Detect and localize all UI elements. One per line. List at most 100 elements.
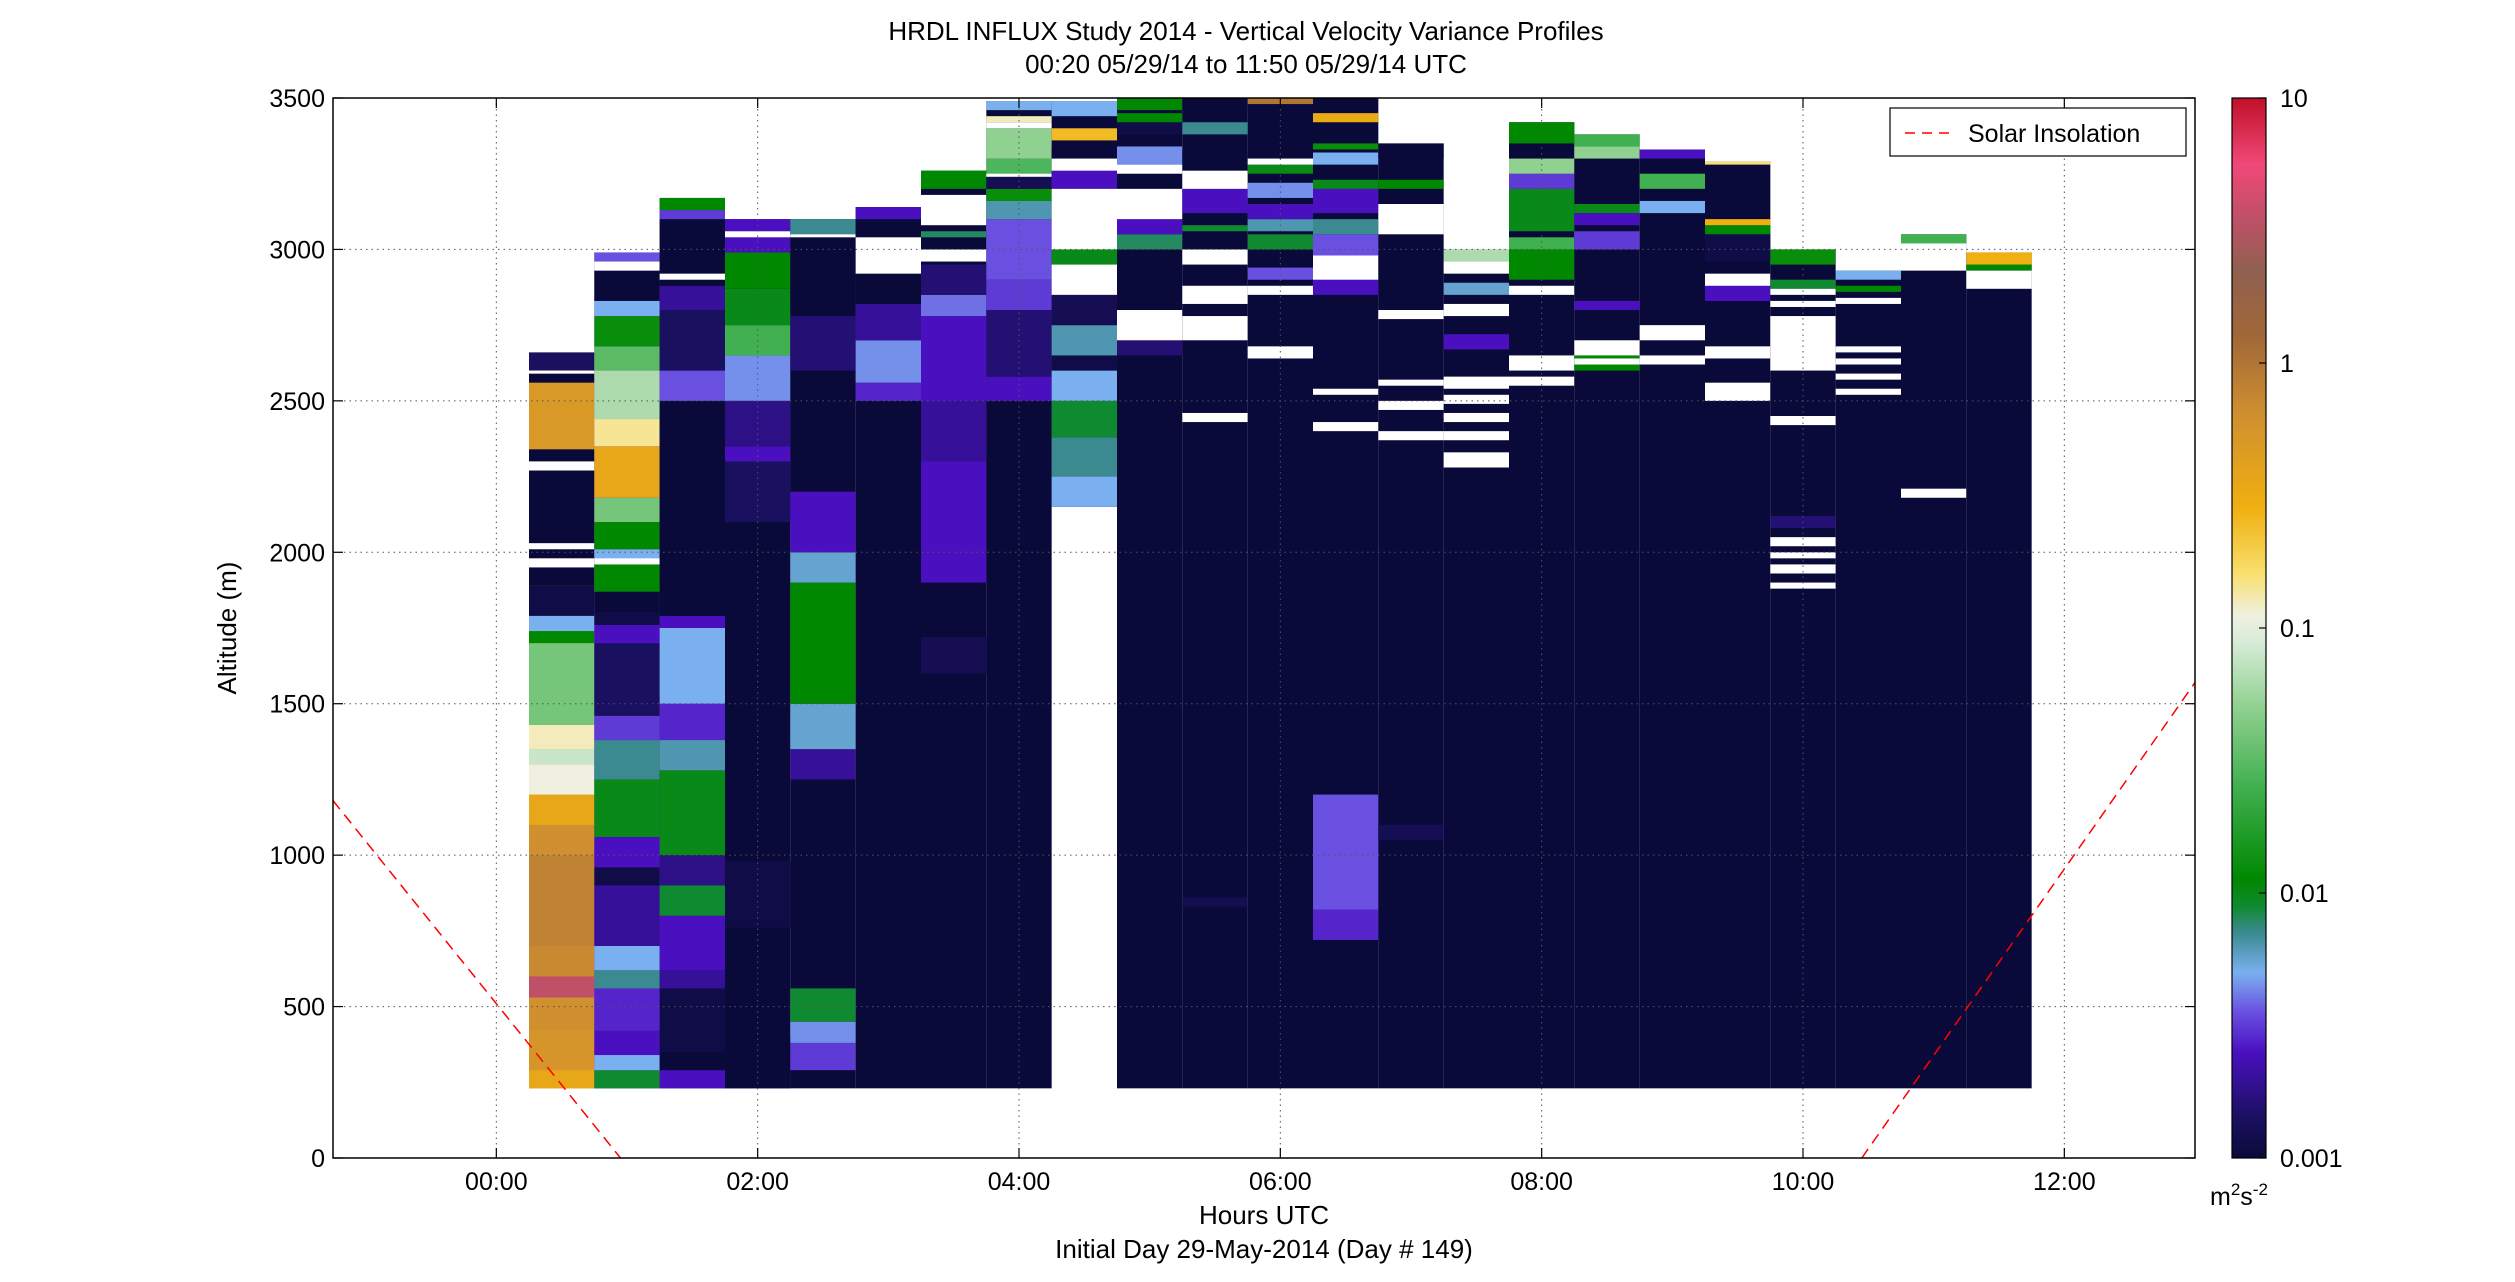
heatmap-cell-16-5: [1574, 146, 1640, 159]
heatmap-cell-2-13: [659, 400, 725, 538]
heatmap-cell-2-18: [659, 210, 725, 220]
heatmap-gap-19-3: [1770, 537, 1836, 547]
x-tick-label-2: 04:00: [988, 1168, 1051, 1196]
heatmap-cell-8-10: [1051, 128, 1117, 141]
heatmap-cell-4-7: [790, 491, 856, 553]
x-tick-label-6: 12:00: [2033, 1168, 2096, 1196]
heatmap-profile-16: [1574, 134, 1640, 1089]
heatmap-cell-1-3: [594, 988, 660, 1031]
heatmap-cell-12-2: [1313, 279, 1379, 295]
heatmap-cell-4-4: [790, 703, 856, 750]
heatmap-cell-1-4: [594, 970, 660, 989]
heatmap-cell-15-5: [1509, 122, 1575, 144]
heatmap-cell-11-5: [1247, 164, 1313, 174]
heatmap-cell-6-3: [921, 316, 987, 401]
heatmap-cell-8-3: [1051, 370, 1117, 401]
heatmap-cell-22-1: [1966, 252, 2032, 265]
heatmap-cell-0-0: [529, 1070, 595, 1089]
heatmap-gap-14-0: [1443, 452, 1509, 468]
heatmap-cell-10-0: [1182, 897, 1248, 907]
heatmap-cell-6-4: [921, 294, 987, 317]
heatmap-cell-6-0: [921, 637, 987, 674]
y-axis-label: Altitude (m): [212, 562, 242, 695]
heatmap-cell-0-11: [529, 643, 595, 725]
heatmap-cell-8-9: [1051, 146, 1117, 159]
heatmap-gap-10-0: [1182, 412, 1248, 423]
x-tick-label-4: 08:00: [1510, 1168, 1573, 1196]
heatmap-cell-9-5: [1117, 113, 1183, 123]
heatmap-cell-5-1: [855, 340, 921, 383]
heatmap-cell-0-18: [529, 449, 595, 462]
heatmap-cell-2-16: [659, 285, 725, 310]
heatmap-gap-3-0: [725, 231, 791, 238]
heatmap-cell-1-9: [594, 779, 660, 837]
heatmap-cell-16-3: [1574, 213, 1640, 226]
heatmap-cell-11-0: [1247, 267, 1313, 280]
heatmap-cell-2-14: [659, 370, 725, 401]
legend: Solar Insolation: [1889, 107, 2187, 157]
colorbar-unit: m2s-2: [2210, 1180, 2268, 1211]
x-axis-label: Hours UTC: [1199, 1200, 1329, 1230]
x-tick-label-1: 02:00: [726, 1168, 789, 1196]
heatmap-cell-1-5: [594, 946, 660, 971]
heatmap-profile-20: [1835, 270, 1901, 1089]
heatmap-cell-18-3: [1705, 219, 1771, 226]
heatmap-cell-5-0: [855, 382, 921, 401]
heatmap-cell-13-2: [1378, 143, 1444, 159]
heatmap-cell-2-5: [659, 885, 725, 916]
heatmap-cell-8-0: [1051, 476, 1117, 507]
heatmap-cell-12-8: [1313, 143, 1379, 150]
heatmap-cell-6-1: [921, 461, 987, 583]
heatmap-gap-20-1: [1835, 373, 1901, 380]
heatmap-gap-1-1: [594, 261, 660, 271]
heatmap-cell-1-11: [594, 715, 660, 741]
heatmap-cell-16-2: [1574, 231, 1640, 250]
colorbar-tick-label-2: 0.1: [2280, 615, 2315, 643]
heatmap-gap-0-1: [529, 543, 595, 550]
heatmap-cell-12-7: [1313, 152, 1379, 165]
heatmap-gap-18-0: [1705, 382, 1771, 401]
heatmap-cell-12-4: [1313, 219, 1379, 235]
heatmap-cell-1-8: [594, 836, 660, 868]
heatmap-cell-13-1: [1378, 179, 1444, 189]
heatmap-gap-20-2: [1835, 358, 1901, 365]
heatmap-cell-3-2: [725, 461, 791, 522]
heatmap-cell-0-9: [529, 749, 595, 765]
heatmap-cells: [529, 98, 2032, 1089]
heatmap-cell-12-1: [1313, 794, 1379, 910]
heatmap-cell-1-12: [594, 643, 660, 716]
heatmap-cell-11-4: [1247, 182, 1313, 198]
heatmap-cell-9-6: [1117, 98, 1183, 111]
heatmap-cell-0-13: [529, 615, 595, 632]
heatmap-gap-4-0: [790, 234, 856, 238]
heatmap-cell-3-7: [725, 288, 791, 326]
heatmap-cell-1-21: [594, 419, 660, 447]
heatmap-cell-12-5: [1313, 188, 1379, 214]
heatmap-cell-1-23: [594, 346, 660, 371]
heatmap-cell-2-4: [659, 915, 725, 971]
solar-insolation-line-1: [1861, 682, 2195, 1158]
heatmap-cell-2-8: [659, 740, 725, 771]
x-axis: 00:00 02:00 04:00 06:00 08:00 10:00 12:00: [465, 98, 2096, 1196]
heatmap-gap-21-0: [1901, 488, 1967, 498]
solar-insolation-line-0: [333, 800, 622, 1158]
heatmap-cell-18-4: [1705, 161, 1771, 165]
heatmap-cell-15-1: [1509, 237, 1575, 250]
heatmap-gap-6-1: [921, 194, 987, 226]
heatmap-cell-7-5: [986, 188, 1052, 201]
heatmap-profile-17: [1639, 149, 1705, 1089]
heatmap-cell-2-12: [659, 537, 725, 616]
heatmap-profile-19: [1770, 249, 1836, 1089]
heatmap-cell-2-7: [659, 770, 725, 856]
heatmap-cell-0-17: [529, 470, 595, 544]
heatmap-cell-0-14: [529, 585, 595, 616]
heatmap-cell-1-27: [594, 252, 660, 262]
heatmap-cell-3-3: [725, 446, 791, 462]
heatmap-cell-6-6: [921, 231, 987, 238]
heatmap-cell-0-1: [529, 1030, 595, 1071]
heatmap-cell-15-4: [1509, 158, 1575, 174]
heatmap-gap-14-5: [1443, 303, 1509, 317]
heatmap-gap-7-1: [986, 122, 1052, 129]
heatmap-cell-5-2: [855, 303, 921, 341]
